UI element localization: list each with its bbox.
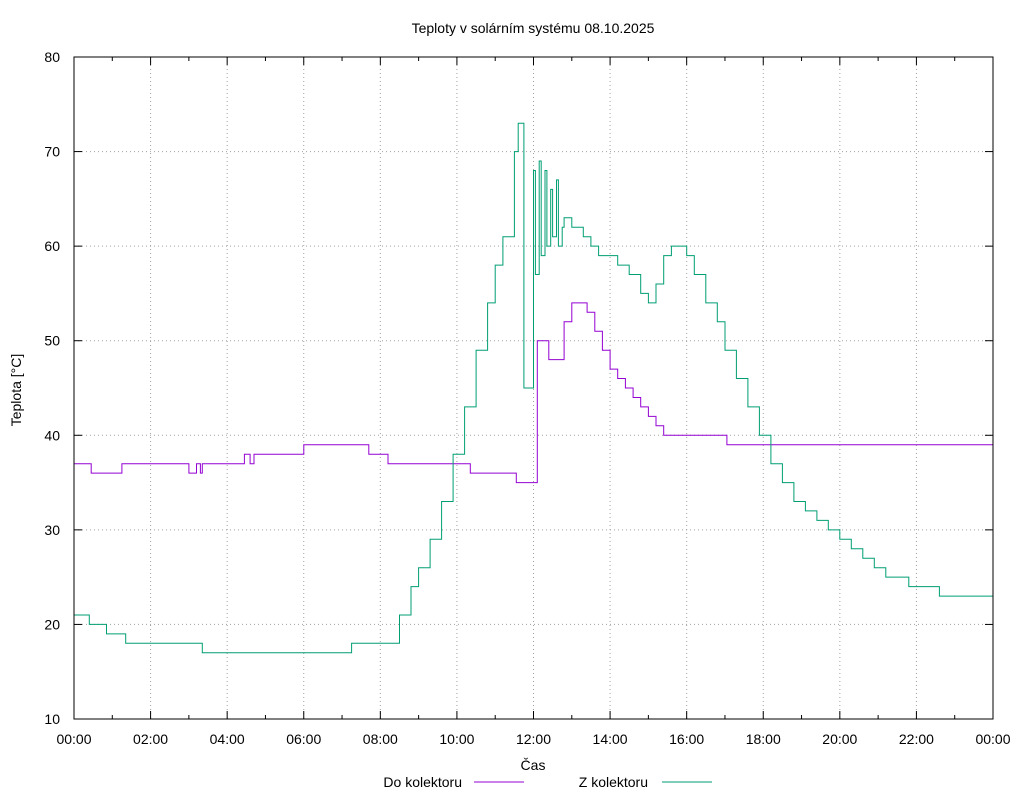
y-tick-label: 50 — [44, 333, 60, 349]
legend-label-z-kolektoru: Z kolektoru — [579, 774, 648, 790]
x-tick-label: 12:00 — [516, 731, 551, 747]
y-tick-labels: 10 20 30 40 50 60 70 80 — [44, 49, 60, 727]
legend-label-do-kolektoru: Do kolektoru — [383, 774, 462, 790]
legend: Do kolektoru Z kolektoru — [383, 774, 712, 790]
x-tick-label: 22:00 — [899, 731, 934, 747]
x-tick-label: 14:00 — [593, 731, 628, 747]
x-tick-label: 20:00 — [822, 731, 857, 747]
series-line-z-kolektoru — [74, 122, 994, 654]
y-tick-label: 30 — [44, 522, 60, 538]
y-tick-label: 10 — [44, 711, 60, 727]
y-axis-label: Teplota [°C] — [8, 354, 24, 427]
x-tick-label: 08:00 — [363, 731, 398, 747]
legend-item-z-kolektoru: Z kolektoru — [579, 774, 712, 790]
series-layer — [74, 122, 994, 654]
x-tick-labels: 00:00 02:00 04:00 06:00 08:00 10:00 12:00 14:00… — [56, 731, 1010, 747]
chart-title: Teploty v solárním systému 08.10.2025 — [412, 20, 655, 36]
x-tick-label: 18:00 — [746, 731, 781, 747]
y-tick-label: 60 — [44, 238, 60, 254]
series-line-do-kolektoru — [74, 302, 993, 484]
y-tick-label: 70 — [44, 144, 60, 160]
axis-ticks — [73, 56, 994, 720]
legend-item-do-kolektoru: Do kolektoru — [383, 774, 524, 790]
x-axis-label: Čas — [521, 757, 546, 773]
y-tick-label: 40 — [44, 427, 60, 443]
x-tick-label: 02:00 — [133, 731, 168, 747]
y-tick-label: 80 — [44, 49, 60, 65]
y-tick-label: 20 — [44, 616, 60, 632]
x-tick-label: 16:00 — [669, 731, 704, 747]
x-tick-label: 06:00 — [286, 731, 321, 747]
x-tick-label: 00:00 — [56, 731, 91, 747]
x-tick-label: 04:00 — [210, 731, 245, 747]
x-tick-label: 00:00 — [975, 731, 1010, 747]
x-tick-label: 10:00 — [439, 731, 474, 747]
